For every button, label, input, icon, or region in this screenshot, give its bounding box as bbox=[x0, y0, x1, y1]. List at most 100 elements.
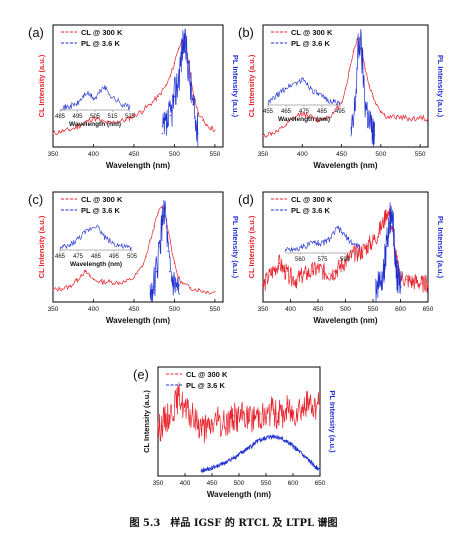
cl-data-point bbox=[419, 117, 421, 119]
cl-data-point bbox=[162, 420, 164, 422]
cl-data-point bbox=[68, 286, 70, 288]
inset-tick-label: 495 bbox=[335, 109, 346, 115]
legend-label-cl: CL @ 300 K bbox=[291, 195, 333, 204]
cl-data-point bbox=[254, 415, 256, 417]
inset-tick-label: 515 bbox=[107, 114, 118, 120]
cl-data-point bbox=[109, 281, 111, 283]
pl-data-point bbox=[169, 115, 171, 117]
cl-data-point bbox=[339, 266, 341, 268]
cl-data-point bbox=[286, 124, 288, 126]
cl-data-point bbox=[427, 283, 429, 285]
pl-data-point bbox=[182, 39, 184, 42]
pl-data-point bbox=[165, 126, 167, 128]
pl-data-point bbox=[397, 279, 399, 281]
x-axis-label: Wavelength (nm) bbox=[313, 316, 377, 325]
cl-data-point bbox=[267, 276, 270, 278]
pl-data-point bbox=[392, 220, 394, 222]
cl-data-point bbox=[295, 279, 297, 281]
cl-data-point bbox=[84, 271, 86, 273]
x-tick-label: 400 bbox=[180, 480, 191, 487]
pl-series-line bbox=[375, 202, 402, 302]
chart-panel-4: 350 400 450 500 550 600 650 Wavelength (nm) CL I… bbox=[238, 191, 445, 325]
cl-data-point bbox=[260, 413, 262, 415]
cl-data-point bbox=[311, 271, 314, 273]
cl-data-point bbox=[125, 119, 127, 121]
legend: CL @ 300 K PL @ 3.6 K bbox=[271, 28, 333, 48]
cl-data-point bbox=[165, 84, 167, 86]
cl-data-point bbox=[396, 116, 398, 118]
inset-tick-label: 455 bbox=[263, 109, 274, 115]
cl-data-point bbox=[179, 395, 181, 397]
cl-data-point bbox=[80, 274, 82, 276]
x-tick-label: 400 bbox=[88, 151, 99, 158]
pl-data-point bbox=[169, 271, 171, 273]
inset-series-line bbox=[59, 224, 133, 251]
pl-data-point bbox=[314, 465, 316, 467]
cl-data-point bbox=[276, 413, 278, 415]
cl-data-point bbox=[270, 410, 272, 412]
cl-data-point bbox=[344, 260, 347, 263]
cl-data-point bbox=[109, 122, 111, 124]
pl-data-point bbox=[200, 470, 202, 472]
cl-data-point bbox=[333, 271, 336, 273]
x-tick-label: 500 bbox=[340, 306, 351, 313]
inset-tick-label: 505 bbox=[127, 254, 138, 260]
inset-tick-label: 485 bbox=[91, 254, 102, 260]
y-axis-label-right: PL Intensity (a.u.) bbox=[436, 55, 445, 118]
pl-data-point bbox=[197, 132, 199, 135]
inset: 560 575 590 bbox=[284, 225, 361, 263]
panel-label: (a) bbox=[28, 25, 44, 40]
pl-data-point bbox=[380, 276, 382, 278]
inset-tick-label: 590 bbox=[340, 257, 351, 263]
cl-data-point bbox=[293, 117, 295, 119]
x-axis-label: Wavelength (nm) bbox=[106, 161, 170, 170]
cl-data-point bbox=[227, 420, 229, 422]
pl-data-point bbox=[273, 435, 275, 437]
pl-data-point bbox=[173, 286, 175, 288]
pl-data-point bbox=[303, 455, 305, 457]
cl-data-point bbox=[306, 273, 308, 275]
pl-data-point bbox=[161, 132, 163, 135]
cl-data-point bbox=[284, 271, 286, 273]
inset-tick-label: 560 bbox=[295, 257, 306, 263]
pl-data-point bbox=[162, 215, 164, 217]
cl-data-point bbox=[292, 413, 294, 415]
cl-data-point bbox=[281, 415, 283, 417]
pl-series-line bbox=[161, 28, 199, 148]
pl-data-point bbox=[383, 266, 385, 268]
legend-label-pl: PL @ 3.6 K bbox=[81, 39, 120, 48]
pl-data-point bbox=[254, 442, 256, 444]
pl-data-point bbox=[393, 245, 395, 247]
panel-label: (b) bbox=[238, 25, 254, 40]
cl-data-point bbox=[308, 403, 310, 405]
cl-data-point bbox=[368, 84, 370, 86]
x-tick-label: 400 bbox=[285, 306, 296, 313]
legend: CL @ 300 K PL @ 3.6 K bbox=[166, 370, 228, 390]
cl-data-point bbox=[117, 120, 119, 122]
cl-data-point bbox=[222, 425, 224, 427]
x-tick-label: 350 bbox=[48, 306, 59, 313]
y-axis-label-right: PL Intensity (a.u.) bbox=[231, 55, 240, 118]
cl-data-point bbox=[384, 115, 386, 117]
cl-data-point bbox=[352, 51, 354, 53]
cl-data-point bbox=[249, 420, 251, 422]
inset-tick-label: 485 bbox=[55, 114, 66, 120]
cl-data-point bbox=[52, 289, 54, 291]
legend-label-pl: PL @ 3.6 K bbox=[291, 39, 330, 48]
pl-data-point bbox=[377, 281, 380, 283]
cl-data-point bbox=[173, 262, 175, 265]
inset-tick-label: 475 bbox=[73, 254, 84, 260]
pl-data-point bbox=[386, 245, 388, 247]
inset-series-line bbox=[267, 77, 341, 106]
inset-tick-label: 525 bbox=[125, 114, 136, 120]
cl-data-point bbox=[301, 112, 303, 114]
pl-data-point bbox=[281, 438, 283, 440]
x-tick-label: 600 bbox=[288, 480, 299, 487]
legend-label-pl: PL @ 3.6 K bbox=[291, 206, 330, 215]
legend: CL @ 300 K PL @ 3.6 K bbox=[271, 195, 333, 215]
cl-data-point bbox=[206, 124, 208, 126]
cl-data-point bbox=[333, 112, 335, 114]
cl-data-point bbox=[184, 410, 186, 412]
y-axis-label-left: CL Intensity (a.u.) bbox=[142, 390, 151, 453]
cl-data-point bbox=[211, 423, 213, 425]
